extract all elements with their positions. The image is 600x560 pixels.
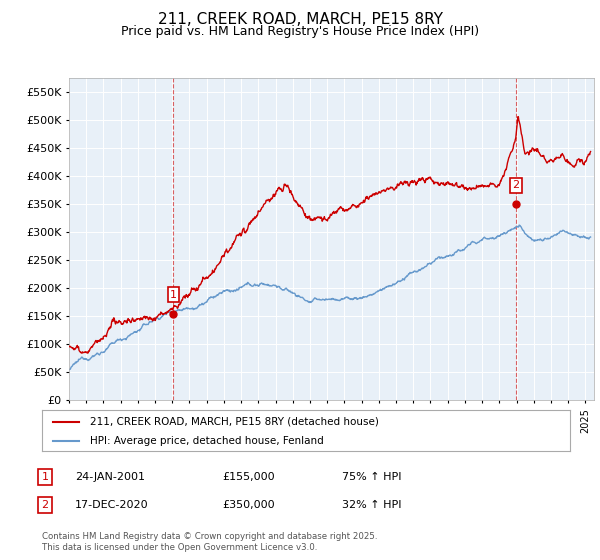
Text: Price paid vs. HM Land Registry's House Price Index (HPI): Price paid vs. HM Land Registry's House …	[121, 25, 479, 38]
Text: 2: 2	[41, 500, 49, 510]
Text: £350,000: £350,000	[222, 500, 275, 510]
Text: £155,000: £155,000	[222, 472, 275, 482]
Text: 1: 1	[170, 290, 177, 300]
Text: 1: 1	[41, 472, 49, 482]
Text: 211, CREEK ROAD, MARCH, PE15 8RY (detached house): 211, CREEK ROAD, MARCH, PE15 8RY (detach…	[89, 417, 379, 427]
Text: 2: 2	[512, 180, 520, 190]
Text: 211, CREEK ROAD, MARCH, PE15 8RY: 211, CREEK ROAD, MARCH, PE15 8RY	[157, 12, 443, 27]
Text: 75% ↑ HPI: 75% ↑ HPI	[342, 472, 401, 482]
Text: 32% ↑ HPI: 32% ↑ HPI	[342, 500, 401, 510]
Text: Contains HM Land Registry data © Crown copyright and database right 2025.
This d: Contains HM Land Registry data © Crown c…	[42, 532, 377, 552]
Text: 17-DEC-2020: 17-DEC-2020	[75, 500, 149, 510]
Text: HPI: Average price, detached house, Fenland: HPI: Average price, detached house, Fenl…	[89, 436, 323, 446]
Text: 24-JAN-2001: 24-JAN-2001	[75, 472, 145, 482]
